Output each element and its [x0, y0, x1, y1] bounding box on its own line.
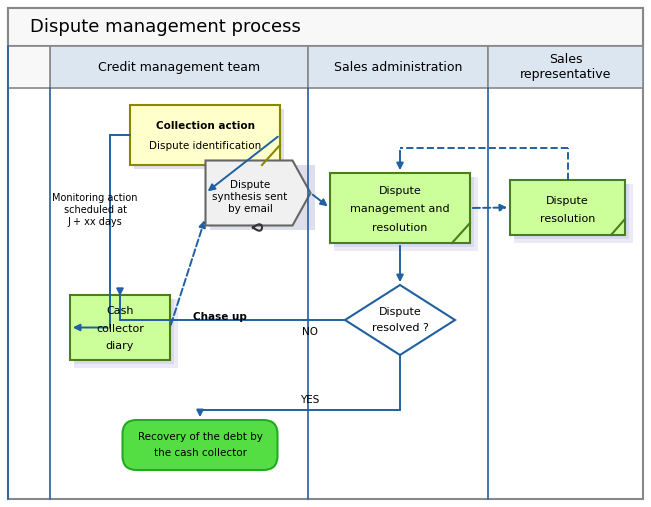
Text: Cash: Cash — [106, 306, 133, 316]
Text: Credit management team: Credit management team — [98, 60, 260, 74]
Bar — [334, 177, 474, 247]
Polygon shape — [345, 285, 455, 355]
FancyBboxPatch shape — [122, 420, 277, 470]
Bar — [70, 295, 170, 360]
Bar — [330, 173, 470, 243]
Text: Dispute: Dispute — [546, 196, 589, 206]
Text: synthesis sent: synthesis sent — [212, 192, 288, 202]
Text: Monitoring action
scheduled at
J + xx days: Monitoring action scheduled at J + xx da… — [52, 193, 138, 227]
Bar — [8, 8, 643, 46]
Text: Dispute: Dispute — [379, 186, 421, 196]
Text: Collection action: Collection action — [156, 121, 255, 131]
Text: YES: YES — [300, 395, 320, 405]
Text: the cash collector: the cash collector — [154, 448, 247, 458]
Text: Dispute: Dispute — [379, 307, 421, 317]
Text: by email: by email — [228, 204, 272, 214]
Text: resolved ?: resolved ? — [372, 323, 428, 333]
Text: resolution: resolution — [540, 213, 595, 224]
Text: Sales administration: Sales administration — [334, 60, 462, 74]
Bar — [488, 46, 643, 88]
Bar — [514, 184, 633, 243]
Bar — [130, 105, 280, 165]
Text: resolution: resolution — [372, 223, 428, 233]
Text: Dispute management process: Dispute management process — [30, 18, 301, 36]
Text: Dispute identification: Dispute identification — [149, 141, 261, 151]
Text: Sales
representative: Sales representative — [519, 53, 611, 81]
Bar — [514, 184, 629, 239]
Text: Chase up: Chase up — [193, 312, 247, 322]
Bar — [510, 180, 625, 235]
Bar — [210, 164, 314, 230]
Bar — [308, 46, 488, 88]
Text: Dispute: Dispute — [230, 180, 270, 190]
Text: management and: management and — [350, 204, 450, 214]
Bar — [334, 177, 478, 251]
Polygon shape — [206, 161, 311, 226]
Bar — [134, 109, 284, 169]
Bar — [8, 46, 50, 88]
Text: collector: collector — [96, 324, 144, 334]
Text: NO: NO — [302, 327, 318, 337]
Bar — [50, 46, 308, 88]
Bar — [74, 299, 178, 368]
Bar — [74, 299, 174, 364]
Text: diary: diary — [106, 341, 134, 351]
Text: Recovery of the debt by: Recovery of the debt by — [137, 432, 262, 442]
